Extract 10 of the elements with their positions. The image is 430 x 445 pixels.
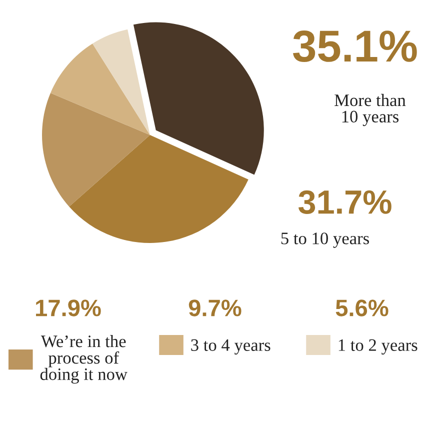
data-label: 9.7% bbox=[188, 300, 242, 316]
legend-label: 1 to 2 years bbox=[338, 339, 418, 355]
data-label: 17.9% bbox=[36, 300, 101, 316]
legend-label: 3 to 4 years bbox=[191, 339, 270, 355]
slice-label: 5 to 10 years bbox=[281, 232, 369, 248]
legend-label: We’re in the process of doing it now bbox=[40, 335, 128, 384]
data-label: 31.7% bbox=[298, 190, 392, 214]
slice-label: More than 10 years bbox=[334, 94, 406, 126]
data-label: 5.6% bbox=[336, 300, 388, 316]
data-label: 35.1% bbox=[293, 30, 417, 62]
